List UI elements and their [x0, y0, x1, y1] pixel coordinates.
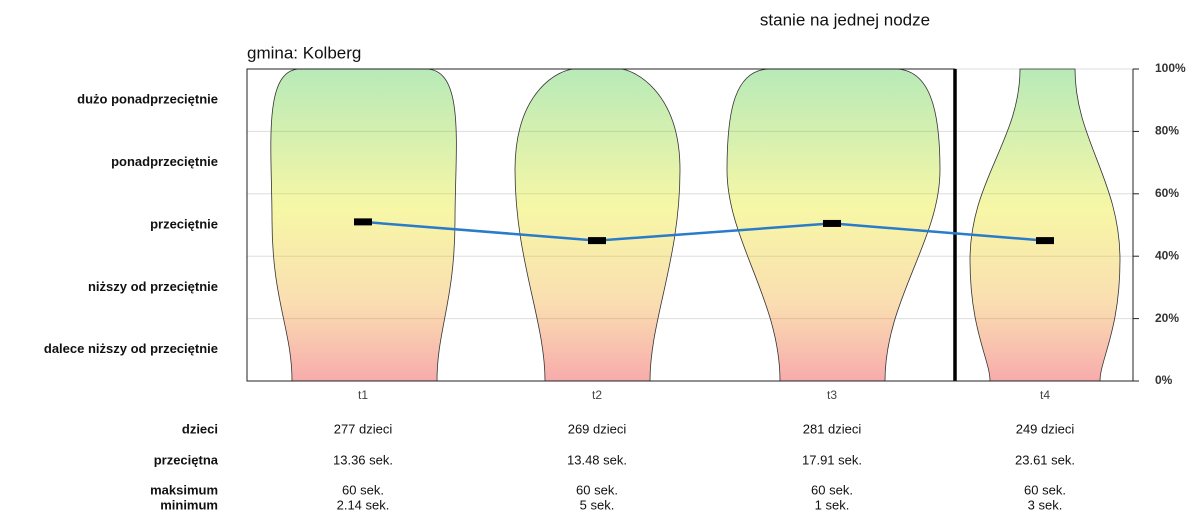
y-tick-label: 40% — [1155, 248, 1179, 262]
cell: 13.36 sek. — [333, 452, 393, 467]
x-tick-label: t3 — [827, 388, 837, 402]
band-label: ponadprzeciętnie — [111, 154, 218, 169]
y-tick-label: 0% — [1155, 373, 1173, 387]
violin — [969, 68, 1121, 382]
band-label: dużo ponadprzeciętnie — [77, 92, 218, 107]
cell: 2.14 sek. — [337, 497, 390, 512]
cell: 277 dzieci — [334, 421, 393, 436]
band-label: dalece niższy od przeciętnie — [44, 341, 218, 356]
x-tick-label: t1 — [358, 388, 368, 402]
cell: 3 sek. — [1028, 497, 1063, 512]
x-tick-label: t4 — [1040, 388, 1050, 402]
cell: 23.61 sek. — [1015, 452, 1075, 467]
median-marker — [823, 219, 841, 227]
band-label: niższy od przeciętnie — [88, 279, 218, 294]
y-tick-label: 100% — [1155, 61, 1186, 75]
band-label: przeciętnie — [150, 216, 218, 231]
cell: 5 sek. — [580, 497, 615, 512]
chart-title: stanie na jednej nodze — [760, 10, 930, 29]
cell: 60 sek. — [1024, 482, 1066, 497]
median-marker — [588, 237, 606, 245]
cell: 60 sek. — [811, 482, 853, 497]
cell: 269 dzieci — [568, 421, 627, 436]
row-label: maksimum — [150, 482, 218, 497]
median-line — [362, 220, 1046, 242]
cell: 60 sek. — [576, 482, 618, 497]
cell: 281 dzieci — [803, 421, 862, 436]
y-tick-label: 60% — [1155, 186, 1179, 200]
y-tick-label: 20% — [1155, 311, 1179, 325]
cell: 60 sek. — [342, 482, 384, 497]
median-marker — [1036, 237, 1054, 245]
cell: 13.48 sek. — [567, 452, 627, 467]
row-label: przeciętna — [154, 452, 219, 467]
x-tick-label: t2 — [592, 388, 602, 402]
cell: 1 sek. — [815, 497, 850, 512]
cell: 249 dzieci — [1016, 421, 1075, 436]
y-tick-label: 80% — [1155, 124, 1179, 138]
cell: 17.91 sek. — [802, 452, 862, 467]
violin — [514, 68, 681, 382]
row-label: dzieci — [182, 421, 218, 436]
median-marker — [354, 218, 372, 226]
row-label: minimum — [160, 497, 218, 512]
chart-subtitle: gmina: Kolberg — [247, 43, 361, 62]
